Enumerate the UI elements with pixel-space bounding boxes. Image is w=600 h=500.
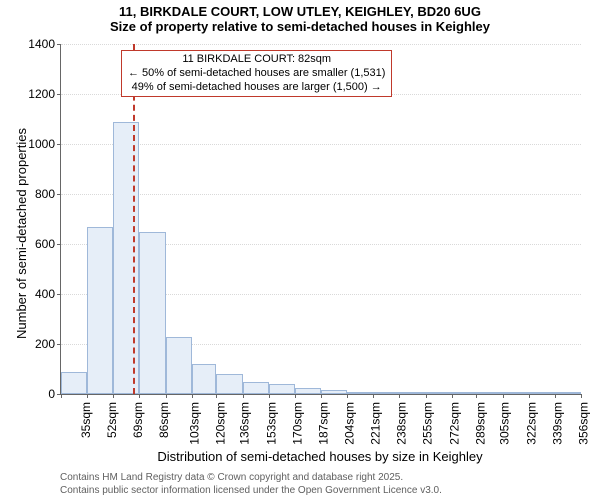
histogram-bar [321, 390, 347, 394]
histogram-bar [426, 392, 452, 394]
x-tick-label: 255sqm [421, 394, 435, 445]
histogram-bar [139, 232, 165, 395]
x-tick-label: 187sqm [316, 394, 330, 445]
y-tick-label: 800 [35, 187, 61, 201]
x-tick-label: 356sqm [576, 394, 590, 445]
footer-line1: Contains HM Land Registry data © Crown c… [60, 472, 442, 485]
x-tick-mark [503, 394, 504, 398]
x-tick-label: 238sqm [395, 394, 409, 445]
x-tick-label: 272sqm [447, 394, 461, 445]
grid-line [61, 44, 581, 45]
histogram-bar [192, 364, 217, 394]
x-tick-label: 35sqm [79, 394, 93, 438]
x-tick-mark [529, 394, 530, 398]
x-tick-label: 339sqm [550, 394, 564, 445]
x-tick-mark [373, 394, 374, 398]
chart-footer: Contains HM Land Registry data © Crown c… [60, 472, 442, 497]
chart-title-line1: 11, BIRKDALE COURT, LOW UTLEY, KEIGHLEY,… [0, 0, 600, 19]
histogram-bar [216, 374, 242, 394]
y-tick-label: 600 [35, 237, 61, 251]
y-tick-label: 200 [35, 337, 61, 351]
x-tick-mark [192, 394, 193, 398]
x-tick-label: 305sqm [498, 394, 512, 445]
plot-area: 020040060080010001200140035sqm52sqm69sqm… [60, 44, 581, 395]
x-tick-mark [87, 394, 88, 398]
x-tick-mark [321, 394, 322, 398]
histogram-bar [373, 392, 399, 395]
x-tick-label: 86sqm [157, 394, 171, 438]
histogram-bar [452, 392, 477, 394]
chart-container: 11, BIRKDALE COURT, LOW UTLEY, KEIGHLEY,… [0, 0, 600, 500]
histogram-bar [399, 392, 425, 395]
chart-title-line2: Size of property relative to semi-detach… [0, 19, 600, 34]
annotation-line: 11 BIRKDALE COURT: 82sqm [128, 53, 385, 67]
x-tick-label: 289sqm [473, 394, 487, 445]
histogram-bar [113, 122, 139, 395]
x-tick-mark [452, 394, 453, 398]
y-tick-label: 1400 [28, 37, 61, 51]
histogram-bar [347, 392, 373, 395]
histogram-bar [476, 392, 502, 394]
x-tick-mark [166, 394, 167, 398]
histogram-bar [503, 392, 529, 394]
y-tick-label: 400 [35, 287, 61, 301]
x-tick-mark [347, 394, 348, 398]
x-tick-mark [476, 394, 477, 398]
y-tick-label: 1200 [28, 87, 61, 101]
y-axis-label: Number of semi-detached properties [14, 128, 29, 339]
x-tick-mark [555, 394, 556, 398]
x-tick-label: 69sqm [131, 394, 145, 438]
x-tick-label: 136sqm [238, 394, 252, 445]
histogram-bar [295, 388, 321, 394]
x-tick-label: 120sqm [213, 394, 227, 445]
x-axis-label: Distribution of semi-detached houses by … [60, 449, 580, 464]
y-tick-label: 1000 [28, 137, 61, 151]
x-tick-mark [216, 394, 217, 398]
x-tick-mark [399, 394, 400, 398]
x-tick-mark [61, 394, 62, 398]
x-tick-label: 221sqm [368, 394, 382, 445]
x-tick-label: 170sqm [290, 394, 304, 445]
histogram-bar [61, 372, 87, 395]
x-tick-label: 322sqm [524, 394, 538, 445]
y-tick-label: 0 [48, 387, 61, 401]
histogram-bar [87, 227, 113, 395]
x-tick-mark [113, 394, 114, 398]
histogram-bar [166, 337, 192, 395]
annotation-line: 49% of semi-detached houses are larger (… [128, 81, 385, 95]
footer-line2: Contains public sector information licen… [60, 485, 442, 498]
histogram-bar [529, 392, 555, 394]
x-tick-label: 52sqm [105, 394, 119, 438]
x-tick-mark [139, 394, 140, 398]
x-tick-mark [243, 394, 244, 398]
x-tick-label: 204sqm [342, 394, 356, 445]
x-tick-label: 153sqm [264, 394, 278, 445]
x-tick-label: 103sqm [187, 394, 201, 445]
histogram-bar [269, 384, 295, 394]
histogram-bar [243, 382, 269, 395]
x-tick-mark [426, 394, 427, 398]
x-tick-mark [295, 394, 296, 398]
x-tick-mark [269, 394, 270, 398]
x-tick-mark [581, 394, 582, 398]
annotation-line: ← 50% of semi-detached houses are smalle… [128, 67, 385, 81]
property-annotation: 11 BIRKDALE COURT: 82sqm← 50% of semi-de… [121, 50, 392, 97]
histogram-bar [555, 392, 581, 394]
